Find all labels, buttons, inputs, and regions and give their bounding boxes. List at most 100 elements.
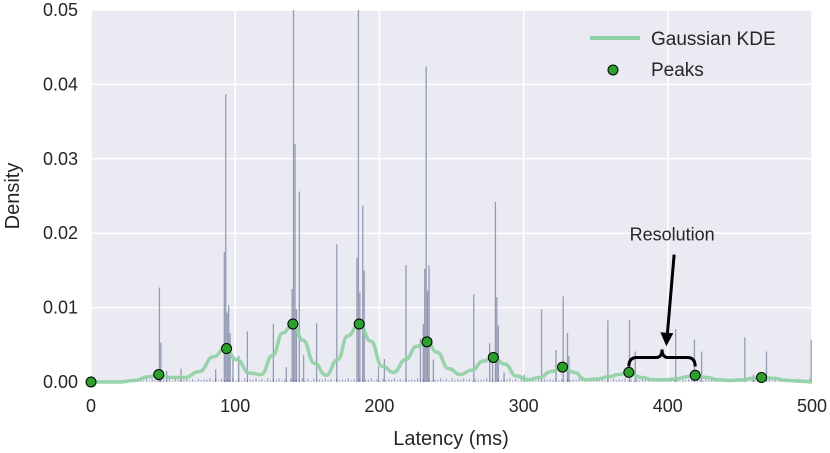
histogram-bar: [294, 143, 296, 382]
histogram-bar: [765, 351, 768, 382]
histogram-bar: [206, 379, 208, 382]
histogram-bar: [350, 380, 352, 382]
histogram-bar: [558, 380, 560, 382]
histogram-bar: [768, 379, 771, 382]
histogram-bar: [174, 378, 176, 382]
histogram-bar: [278, 378, 280, 382]
histogram-bar: [304, 380, 306, 382]
histogram-bar: [252, 379, 254, 382]
histogram-bar: [690, 379, 693, 382]
histogram-bar: [754, 380, 756, 382]
histogram-bar: [336, 244, 338, 382]
legend: Gaussian KDE Peaks: [590, 29, 776, 81]
histogram-bar: [572, 379, 574, 382]
peak-marker: [153, 369, 165, 381]
y-tick-label: 0.04: [43, 74, 78, 94]
histogram-bar: [563, 380, 566, 382]
histogram-bar: [357, 10, 360, 382]
histogram-bar: [171, 380, 174, 382]
legend-kde-label: Gaussian KDE: [651, 29, 776, 50]
histogram-bar: [284, 379, 286, 382]
peak-marker: [221, 343, 233, 355]
histogram-bar: [624, 378, 626, 382]
histogram-bar: [699, 379, 701, 382]
histogram-bar: [339, 380, 341, 382]
histogram-bar: [702, 380, 704, 382]
histogram-bar: [496, 297, 498, 382]
histogram-bar: [285, 367, 287, 382]
histogram-bar: [696, 380, 698, 382]
histogram-bar: [367, 379, 370, 382]
histogram-bar: [377, 366, 380, 382]
histogram-bar: [186, 378, 188, 382]
resolution-annotation: Resolution: [627, 225, 715, 367]
resolution-arrow-head: [660, 332, 674, 347]
histogram-bar: [748, 380, 750, 382]
histogram-bar: [708, 380, 710, 382]
histogram-bar: [220, 378, 223, 382]
histogram-bar: [264, 380, 266, 382]
histogram-bar: [402, 380, 404, 382]
peak-marker: [421, 336, 433, 348]
histogram-bar: [500, 380, 502, 382]
histogram-bar: [633, 380, 635, 382]
histogram-bar: [344, 379, 347, 382]
histogram-bar: [562, 296, 564, 382]
grid-lines: [90, 9, 813, 383]
axis-ticks: 0 100 200 300 400 500 0.00 0.01 0.02 0.03 0.04 0.05: [43, 0, 827, 416]
peak-marker: [756, 372, 768, 384]
histogram-bar: [158, 287, 161, 382]
histogram-bar: [249, 379, 251, 382]
histogram-bar: [341, 379, 344, 382]
histogram-bar: [419, 338, 422, 382]
histogram-bar: [347, 378, 349, 382]
histogram-bar: [333, 380, 335, 382]
histogram-bar: [191, 379, 194, 382]
histogram-bar: [477, 380, 479, 382]
histogram-bar: [555, 350, 557, 382]
histogram-bar: [194, 380, 197, 382]
legend-peaks-label: Peaks: [651, 60, 704, 81]
histogram-bar: [598, 379, 600, 382]
histogram-bar: [687, 379, 690, 382]
histogram-bar: [388, 379, 390, 382]
histogram-bar: [439, 378, 442, 382]
histogram-bar: [473, 294, 475, 382]
histogram-bar: [362, 205, 364, 382]
x-tick-label: 0: [86, 396, 96, 416]
histogram-bar: [203, 379, 205, 382]
histogram-bar: [682, 378, 684, 382]
histogram-bar: [615, 380, 618, 382]
histogram-bar: [148, 380, 150, 382]
histogram-bar: [480, 379, 482, 382]
histogram-bar: [189, 380, 191, 382]
histogram-bar: [168, 379, 171, 382]
histogram-bar: [266, 378, 269, 382]
histogram-bar: [160, 342, 162, 382]
histogram-bar: [238, 355, 240, 382]
histogram-bar: [503, 372, 505, 382]
histogram-bar: [463, 378, 465, 382]
histogram-bar: [679, 380, 681, 382]
histogram-bar: [434, 379, 436, 382]
histogram-bar: [432, 359, 435, 382]
histogram-bar: [468, 379, 471, 382]
histogram-bar: [457, 379, 459, 382]
histogram-bar: [543, 378, 546, 382]
histogram-bar: [292, 10, 295, 382]
histogram-bar: [180, 368, 182, 382]
histogram-bar: [575, 379, 577, 382]
histogram-bar: [777, 380, 779, 382]
resolution-label: Resolution: [630, 225, 715, 245]
histogram-bar: [613, 378, 615, 382]
histogram-bar: [673, 380, 675, 382]
histogram-bar: [383, 358, 386, 382]
histogram-bar: [275, 379, 277, 382]
histogram-bar: [628, 320, 631, 382]
histogram-bar: [638, 380, 641, 382]
histogram-bar: [318, 379, 321, 382]
histogram-bar: [154, 380, 156, 382]
histogram-bar: [385, 380, 387, 382]
histogram-bar: [258, 380, 260, 382]
histogram-bar: [396, 380, 399, 382]
